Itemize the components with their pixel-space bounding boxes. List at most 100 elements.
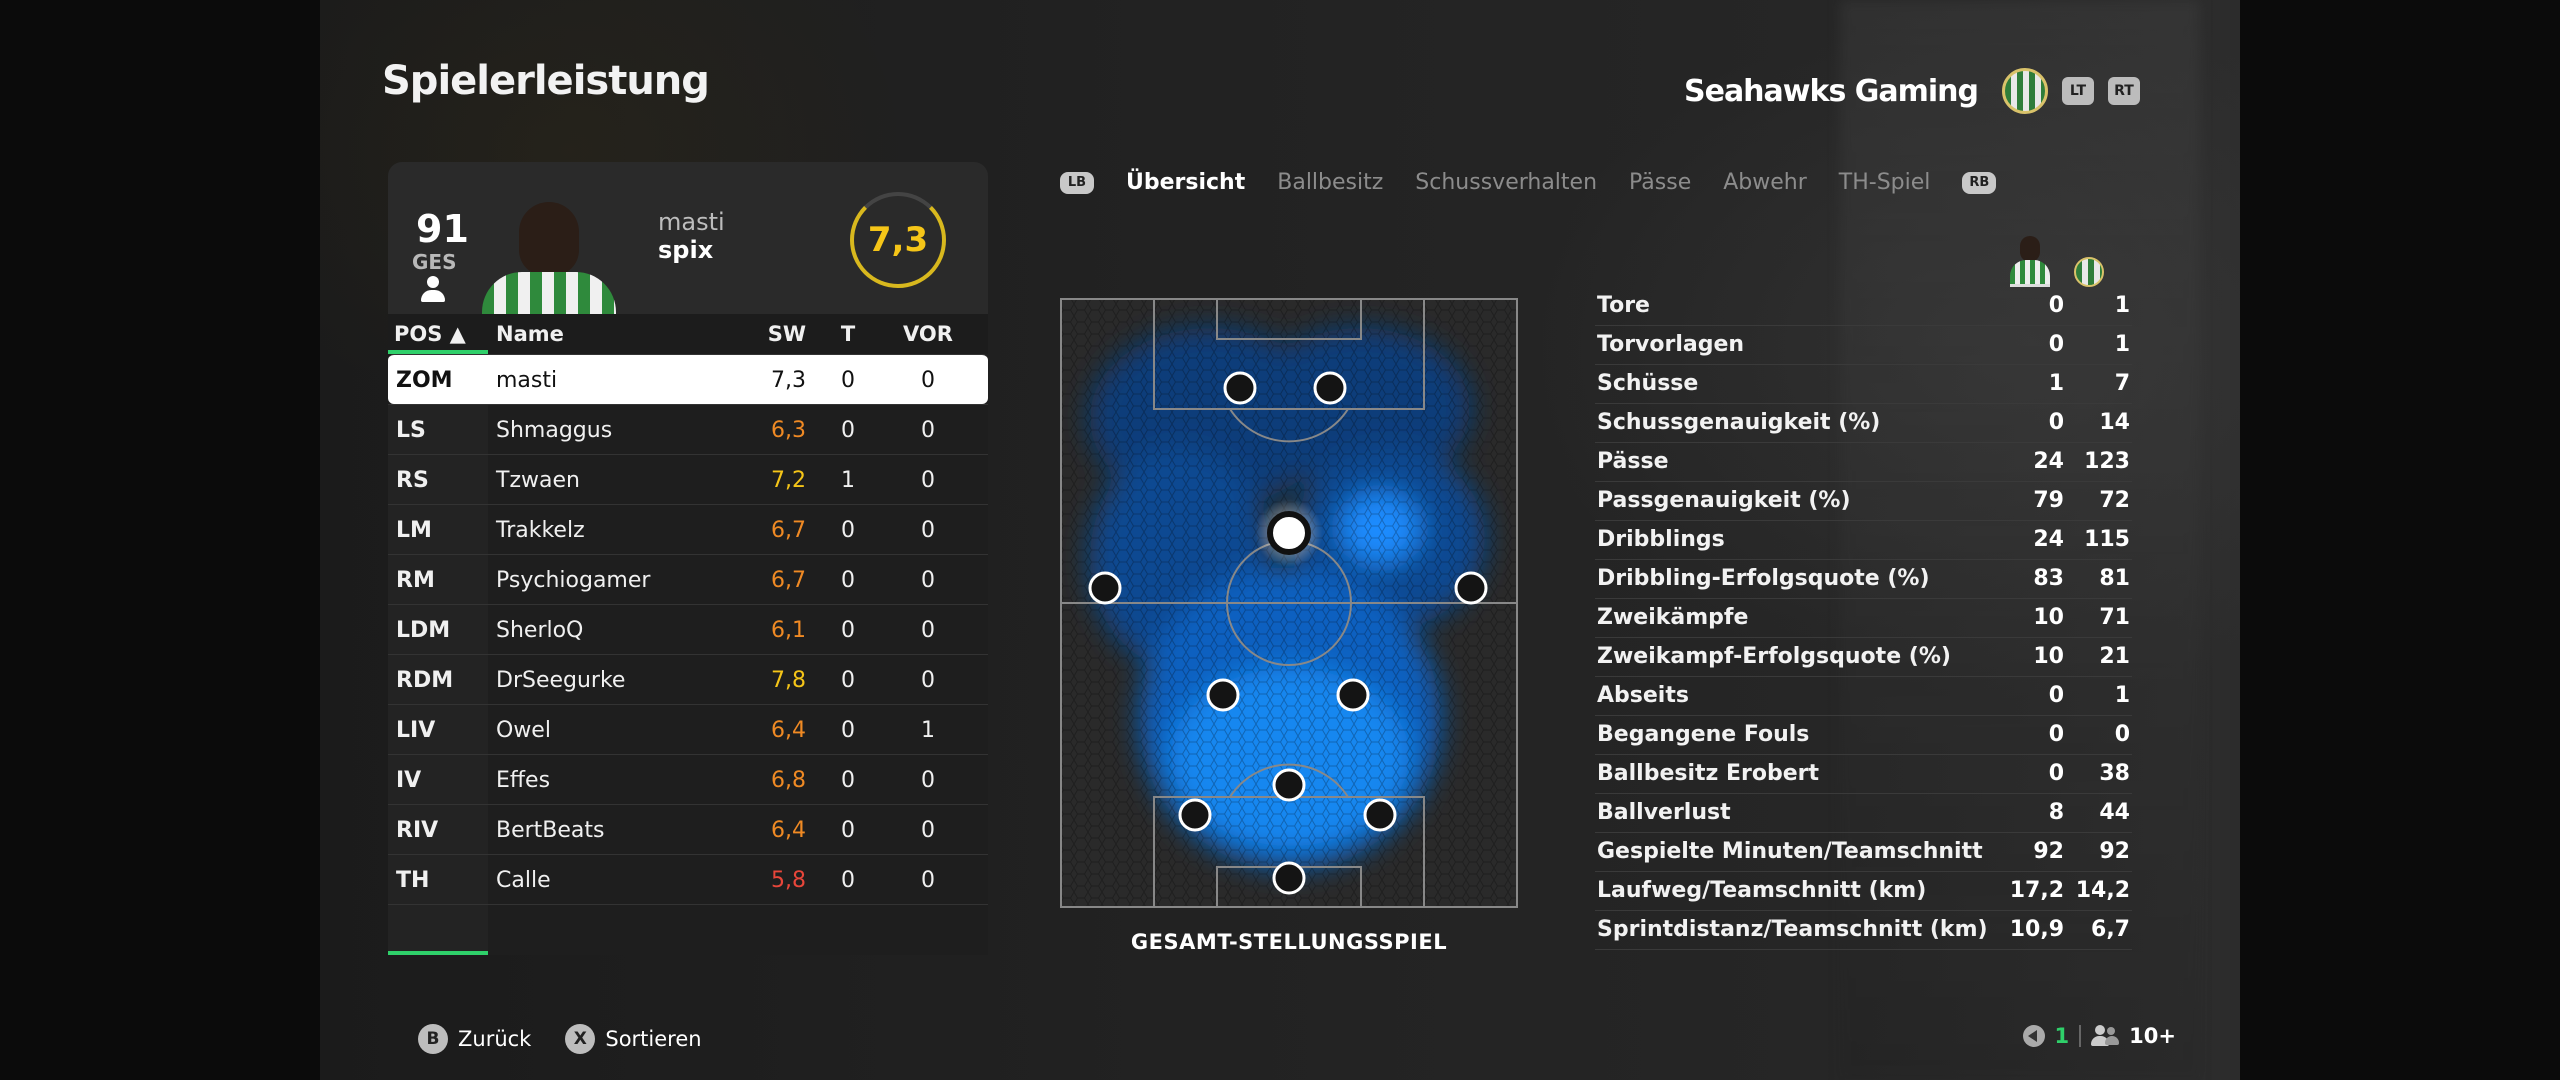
stat-row: Dribbling-Erfolgsquote (%) 83 81 — [1595, 560, 2132, 599]
table-row[interactable]: RM Psychiogamer 6,7 0 0 — [388, 554, 988, 604]
tab-overview[interactable]: Übersicht — [1126, 170, 1246, 195]
stat-label: Torvorlagen — [1597, 332, 1745, 357]
table-row[interactable]: LDM SherloQ 6,1 0 0 — [388, 604, 988, 654]
table-row[interactable]: LIV Owel 6,4 0 1 — [388, 704, 988, 754]
row-goals: 0 — [841, 518, 855, 543]
pitch-lines — [1060, 298, 1518, 908]
player-dot — [1272, 861, 1306, 895]
stat-team-value: 14 — [2099, 410, 2130, 435]
row-rating: 6,3 — [771, 418, 806, 443]
row-rating: 6,7 — [771, 518, 806, 543]
stat-row: Zweikampf-Erfolgsquote (%) 10 21 — [1595, 638, 2132, 677]
stat-player-value: 24 — [2033, 527, 2064, 552]
row-goals: 0 — [841, 718, 855, 743]
tab-goalkeeping[interactable]: TH-Spiel — [1838, 170, 1931, 195]
stats-compare-header — [2010, 236, 2104, 287]
rb-button-icon[interactable]: RB — [1962, 171, 1997, 194]
row-pos: LDM — [396, 618, 451, 643]
player-dot — [1336, 678, 1370, 712]
table-row[interactable]: IV Effes 6,8 0 0 — [388, 754, 988, 804]
table-row[interactable]: TH Calle 5,8 0 0 — [388, 854, 988, 904]
header-name[interactable]: Name — [496, 322, 564, 346]
row-name: Psychiogamer — [496, 568, 651, 593]
stat-team-value: 6,7 — [2091, 917, 2130, 942]
tab-defense[interactable]: Abwehr — [1723, 170, 1807, 195]
stat-row: Schussgenauigkeit (%) 0 14 — [1595, 404, 2132, 443]
table-row[interactable]: LM Trakkelz 6,7 0 0 — [388, 504, 988, 554]
player-dot — [1088, 571, 1122, 605]
tab-shooting[interactable]: Schussverhalten — [1415, 170, 1598, 195]
stat-player-value: 79 — [2033, 488, 2064, 513]
stat-label: Schüsse — [1597, 371, 1699, 396]
stat-label: Zweikämpfe — [1597, 605, 1749, 630]
b-button-icon[interactable]: B — [418, 1024, 448, 1054]
stat-row: Abseits 0 1 — [1595, 677, 2132, 716]
pos-cell-bg — [388, 655, 488, 704]
team-name: Seahawks Gaming — [1683, 73, 1979, 109]
row-assists: 0 — [921, 768, 935, 793]
player-dot — [1454, 571, 1488, 605]
player-dot — [1178, 798, 1212, 832]
table-row[interactable]: ZOM masti 7,3 0 0 — [388, 354, 988, 404]
row-pos: ZOM — [396, 368, 453, 393]
stat-label: Abseits — [1597, 683, 1689, 708]
stat-label: Ballbesitz Erobert — [1597, 761, 1820, 786]
pos-cell-bg — [388, 755, 488, 804]
back-label[interactable]: Zurück — [458, 1027, 532, 1051]
stat-row: Sprintdistanz/Teamschnitt (km) 10,9 6,7 — [1595, 911, 2132, 950]
stat-row: Dribblings 24 115 — [1595, 521, 2132, 560]
table-row[interactable]: LS Shmaggus 6,3 0 0 — [388, 404, 988, 454]
row-name: Owel — [496, 718, 551, 743]
row-name: DrSeegurke — [496, 668, 626, 693]
row-goals: 0 — [841, 618, 855, 643]
stat-team-value: 72 — [2099, 488, 2130, 513]
stat-label: Ballverlust — [1597, 800, 1731, 825]
row-goals: 0 — [841, 418, 855, 443]
row-assists: 0 — [921, 818, 935, 843]
player-table: POS ▲ Name SW T VOR ZOM masti 7,3 0 0 LS Shmag… — [388, 314, 988, 955]
row-rating: 6,7 — [771, 568, 806, 593]
selected-player-dot — [1267, 511, 1311, 555]
stat-team-value: 71 — [2099, 605, 2130, 630]
table-body: ZOM masti 7,3 0 0 LS Shmaggus 6,3 0 0 RS Tzwaen 7,2 1… — [388, 354, 988, 904]
stat-team-value: 123 — [2084, 449, 2130, 474]
row-rating: 6,1 — [771, 618, 806, 643]
row-assists: 0 — [921, 668, 935, 693]
lt-button-icon[interactable]: LT — [2062, 77, 2094, 105]
row-pos: RS — [396, 468, 429, 493]
stat-team-value: 38 — [2099, 761, 2130, 786]
stat-row: Ballbesitz Erobert 0 38 — [1595, 755, 2132, 794]
stat-label: Sprintdistanz/Teamschnitt (km) — [1597, 917, 1988, 942]
tab-passing[interactable]: Pässe — [1629, 170, 1692, 195]
row-goals: 0 — [841, 868, 855, 893]
pos-cell-bg — [388, 705, 488, 754]
tab-possession[interactable]: Ballbesitz — [1277, 170, 1384, 195]
header-sw[interactable]: SW — [767, 322, 806, 346]
stat-label: Pässe — [1597, 449, 1669, 474]
background-player-figure — [1840, 0, 2200, 1080]
lb-button-icon[interactable]: LB — [1060, 171, 1094, 194]
overall-label: GES — [412, 250, 457, 274]
rt-button-icon[interactable]: RT — [2108, 77, 2140, 105]
table-header: POS ▲ Name SW T VOR — [388, 314, 988, 354]
row-goals: 0 — [841, 818, 855, 843]
stat-row: Torvorlagen 0 1 — [1595, 326, 2132, 365]
x-button-icon[interactable]: X — [565, 1024, 596, 1054]
sort-label[interactable]: Sortieren — [605, 1027, 702, 1051]
row-name: Shmaggus — [496, 418, 613, 443]
row-assists: 0 — [921, 568, 935, 593]
row-assists: 0 — [921, 368, 935, 393]
table-row[interactable]: RIV BertBeats 6,4 0 0 — [388, 804, 988, 854]
table-row[interactable]: RDM DrSeegurke 7,8 0 0 — [388, 654, 988, 704]
header-vor[interactable]: VOR — [903, 322, 953, 346]
row-assists: 0 — [921, 468, 935, 493]
stat-player-value: 17,2 — [2009, 878, 2064, 903]
player-portrait — [474, 202, 624, 314]
header-t[interactable]: T — [840, 322, 856, 346]
player-dot — [1223, 371, 1257, 405]
header-pos[interactable]: POS ▲ — [394, 322, 466, 346]
stat-label: Tore — [1597, 293, 1650, 318]
table-row[interactable]: RS Tzwaen 7,2 1 0 — [388, 454, 988, 504]
stat-player-value: 8 — [2048, 800, 2064, 825]
stat-label: Dribblings — [1597, 527, 1725, 552]
